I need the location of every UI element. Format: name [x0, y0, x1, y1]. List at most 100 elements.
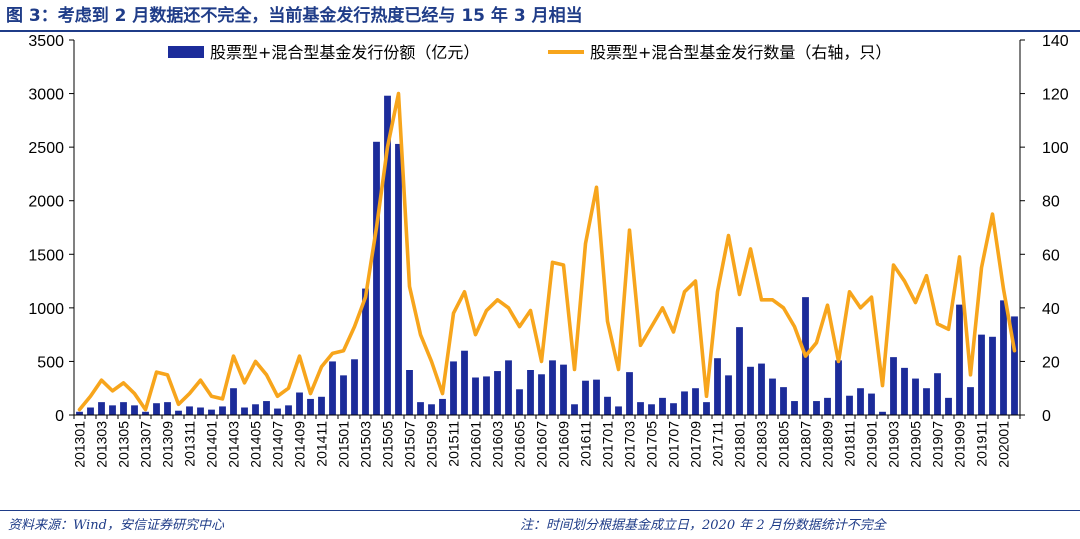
line-point-201510 [441, 392, 444, 395]
line-point-201502 [353, 326, 356, 328]
line-point-201407 [276, 395, 279, 397]
bar-201502 [351, 359, 358, 415]
bar-201412 [329, 361, 336, 415]
bar-201402 [219, 406, 226, 415]
bar-201805 [780, 387, 787, 415]
line-point-201511 [452, 312, 455, 314]
bar-201801 [736, 327, 743, 415]
bar-201606 [527, 370, 534, 415]
bar-201903 [890, 357, 897, 415]
bar-201908 [945, 397, 952, 415]
line-point-201909 [958, 256, 961, 258]
right-tick-label: 120 [1042, 87, 1069, 104]
bar-201709 [692, 388, 699, 415]
bar-201301 [76, 411, 83, 415]
line-point-201706 [661, 307, 664, 309]
line-point-201607 [540, 360, 543, 363]
line-point-201905 [914, 301, 917, 304]
bar-201311 [186, 406, 193, 415]
x-tick-label: 201905 [908, 421, 924, 468]
line-point-201906 [925, 275, 928, 277]
bar-201403 [230, 388, 237, 415]
left-tick-label: 2500 [28, 140, 64, 157]
x-tick-label: 201407 [270, 421, 286, 468]
bar-201812 [857, 388, 864, 415]
line-point-201308 [155, 371, 158, 373]
bar-201302 [87, 407, 94, 415]
line-point-201501 [342, 350, 345, 352]
x-tick-label: 201509 [424, 421, 440, 468]
bar-202001 [1000, 300, 1007, 415]
bar-201604 [505, 360, 512, 415]
line-point-201806 [793, 326, 796, 328]
line-point-201912 [991, 213, 994, 215]
right-tick-label: 60 [1042, 247, 1060, 264]
x-tick-label: 201707 [666, 421, 682, 468]
x-tick-label: 201811 [842, 421, 858, 467]
line-point-202002 [1013, 350, 1016, 352]
bar-201404 [241, 407, 248, 415]
right-tick-label: 100 [1042, 140, 1069, 157]
line-point-201611 [584, 242, 587, 245]
line-point-201712 [727, 234, 730, 237]
bar-201407 [274, 408, 281, 415]
line-point-201406 [265, 374, 268, 376]
bar-201707 [670, 403, 677, 415]
bar-201511 [450, 361, 457, 415]
x-tick-label: 201607 [534, 421, 550, 468]
x-tick-label: 201911 [974, 421, 990, 467]
right-tick-label: 0 [1042, 408, 1051, 425]
bar-201405 [252, 404, 259, 415]
line-point-201704 [639, 344, 642, 346]
x-tick-label: 201511 [446, 421, 462, 467]
line-point-201408 [287, 387, 290, 389]
x-tick-label: 201801 [732, 421, 748, 468]
x-tick-label: 201711 [710, 421, 726, 467]
bar-201304 [109, 405, 116, 415]
legend-line-label: 股票型+混合型基金发行数量（右轴，只） [590, 43, 891, 62]
bar-201701 [604, 396, 611, 415]
bar-201504 [373, 141, 380, 416]
bar-201605 [516, 389, 523, 415]
line-point-201411 [320, 366, 323, 368]
line-point-201812 [859, 307, 862, 309]
line-point-201702 [617, 368, 620, 371]
line-point-201508 [419, 334, 422, 336]
line-point-201507 [408, 285, 411, 288]
line-point-201412 [331, 352, 334, 354]
bar-201512 [461, 350, 468, 415]
x-tick-label: 201309 [160, 421, 176, 468]
x-tick-label: 201405 [248, 421, 264, 468]
line-point-201309 [166, 374, 169, 376]
left-tick-label: 3000 [28, 87, 64, 104]
bar-202002 [1011, 316, 1018, 415]
bar-201508 [417, 402, 424, 415]
footnote: 注：时间划分根据基金成立日，2020 年 2 月份数据统计不完全 [520, 518, 886, 533]
x-tick-label: 201805 [776, 421, 792, 468]
line-point-201310 [177, 403, 180, 405]
line-point-201908 [947, 328, 950, 330]
bar-201702 [615, 406, 622, 415]
bar-201507 [406, 370, 413, 415]
bar-201711 [714, 358, 721, 415]
bar-201811 [846, 395, 853, 415]
x-tick-label: 201807 [798, 421, 814, 468]
line-point-201809 [826, 304, 829, 306]
bar-201803 [758, 363, 765, 415]
line-point-201307 [144, 409, 147, 411]
bar-201708 [681, 391, 688, 415]
line-point-201801 [738, 293, 741, 296]
bar-201910 [967, 387, 974, 415]
right-tick-label: 20 [1042, 354, 1060, 371]
x-tick-label: 201505 [380, 421, 396, 468]
line-point-201807 [804, 355, 807, 357]
line-point-201707 [672, 331, 675, 333]
x-tick-label: 201603 [490, 421, 506, 468]
x-tick-label: 201611 [578, 421, 594, 467]
line-point-201601 [474, 334, 477, 336]
right-tick-label: 140 [1042, 33, 1069, 50]
x-tick-label: 201503 [358, 421, 374, 468]
bar-201703 [626, 372, 633, 415]
bar-201406 [263, 401, 270, 415]
line-point-201410 [309, 392, 312, 395]
